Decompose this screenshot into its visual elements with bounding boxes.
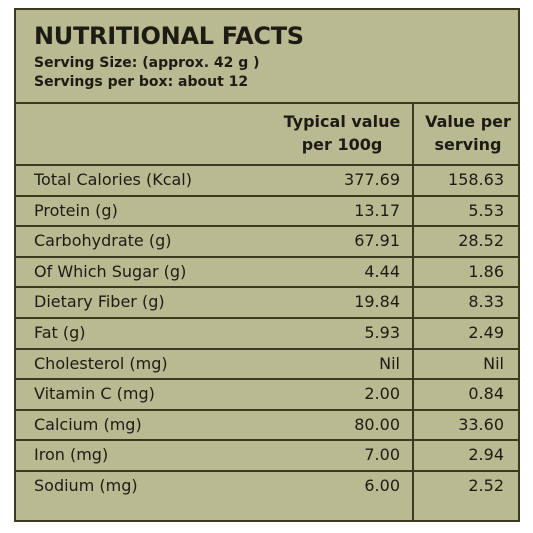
column-header-per-serving-line1: Value per xyxy=(425,112,511,131)
nutrition-table-body: Total Calories (Kcal) 377.69 158.63 Protein… xyxy=(16,164,518,501)
value-per-serving: 33.60 xyxy=(458,414,504,434)
value-per-100g: 67.91 xyxy=(354,231,400,251)
table-row: Fat (g) 5.93 2.49 xyxy=(16,316,518,348)
nutrient-label: Dietary Fiber (g) xyxy=(34,292,165,312)
value-per-serving: 2.49 xyxy=(468,322,504,342)
table-row: Of Which Sugar (g) 4.44 1.86 xyxy=(16,255,518,287)
value-per-serving: 158.63 xyxy=(448,170,504,189)
column-header-per-serving: Value per serving xyxy=(418,110,518,156)
nutrient-label: Of Which Sugar (g) xyxy=(34,261,187,281)
serving-size: Serving Size: (approx. 42 g ) xyxy=(34,55,260,71)
value-per-100g: 80.00 xyxy=(354,414,400,434)
value-per-100g: 13.17 xyxy=(354,200,400,220)
value-per-100g: 5.93 xyxy=(364,322,400,342)
value-per-100g: 377.69 xyxy=(344,170,400,189)
column-divider xyxy=(412,102,414,520)
table-row: Sodium (mg) 6.00 2.52 xyxy=(16,469,518,501)
table-row: Total Calories (Kcal) 377.69 158.63 xyxy=(16,164,518,195)
value-per-serving: Nil xyxy=(483,353,504,373)
column-header-per-100g-line1: Typical value xyxy=(283,112,401,131)
column-header-per-100g: Typical value per 100g xyxy=(272,110,412,156)
nutrient-label: Protein (g) xyxy=(34,200,118,220)
table-row: Iron (mg) 7.00 2.94 xyxy=(16,439,518,470)
nutrient-label: Carbohydrate (g) xyxy=(34,231,172,251)
column-header-per-serving-line2: serving xyxy=(434,135,502,154)
nutrient-label: Iron (mg) xyxy=(34,445,109,465)
nutrient-label: Total Calories (Kcal) xyxy=(34,170,192,189)
value-per-serving: 2.94 xyxy=(468,445,504,465)
table-row: Vitamin C (mg) 2.00 0.84 xyxy=(16,378,518,409)
nutrient-label: Vitamin C (mg) xyxy=(34,384,155,404)
value-per-100g: 2.00 xyxy=(364,384,400,404)
nutrient-label: Calcium (mg) xyxy=(34,414,142,434)
table-row: Dietary Fiber (g) 19.84 8.33 xyxy=(16,286,518,317)
value-per-serving: 2.52 xyxy=(468,475,504,495)
value-per-serving: 1.86 xyxy=(468,261,504,281)
value-per-serving: 5.53 xyxy=(468,200,504,220)
nutrition-facts-panel: NUTRITIONAL FACTS Serving Size: (approx.… xyxy=(14,8,520,522)
nutrient-label: Fat (g) xyxy=(34,322,86,342)
nutrition-title: NUTRITIONAL FACTS xyxy=(34,22,304,50)
table-row: Cholesterol (mg) Nil Nil xyxy=(16,347,518,379)
table-row: Carbohydrate (g) 67.91 28.52 xyxy=(16,225,518,256)
table-row: Protein (g) 13.17 5.53 xyxy=(16,194,518,226)
value-per-serving: 8.33 xyxy=(468,292,504,312)
value-per-100g: Nil xyxy=(379,353,400,373)
value-per-serving: 28.52 xyxy=(458,231,504,251)
nutrient-label: Cholesterol (mg) xyxy=(34,353,168,373)
table-row: Calcium (mg) 80.00 33.60 xyxy=(16,408,518,440)
value-per-100g: 4.44 xyxy=(364,261,400,281)
nutrition-header: NUTRITIONAL FACTS Serving Size: (approx.… xyxy=(16,10,518,104)
value-per-100g: 19.84 xyxy=(354,292,400,312)
value-per-100g: 6.00 xyxy=(364,475,400,495)
column-header-per-100g-line2: per 100g xyxy=(301,135,383,154)
nutrient-label: Sodium (mg) xyxy=(34,475,138,495)
value-per-serving: 0.84 xyxy=(468,384,504,404)
servings-per-box: Servings per box: about 12 xyxy=(34,74,249,90)
value-per-100g: 7.00 xyxy=(364,445,400,465)
